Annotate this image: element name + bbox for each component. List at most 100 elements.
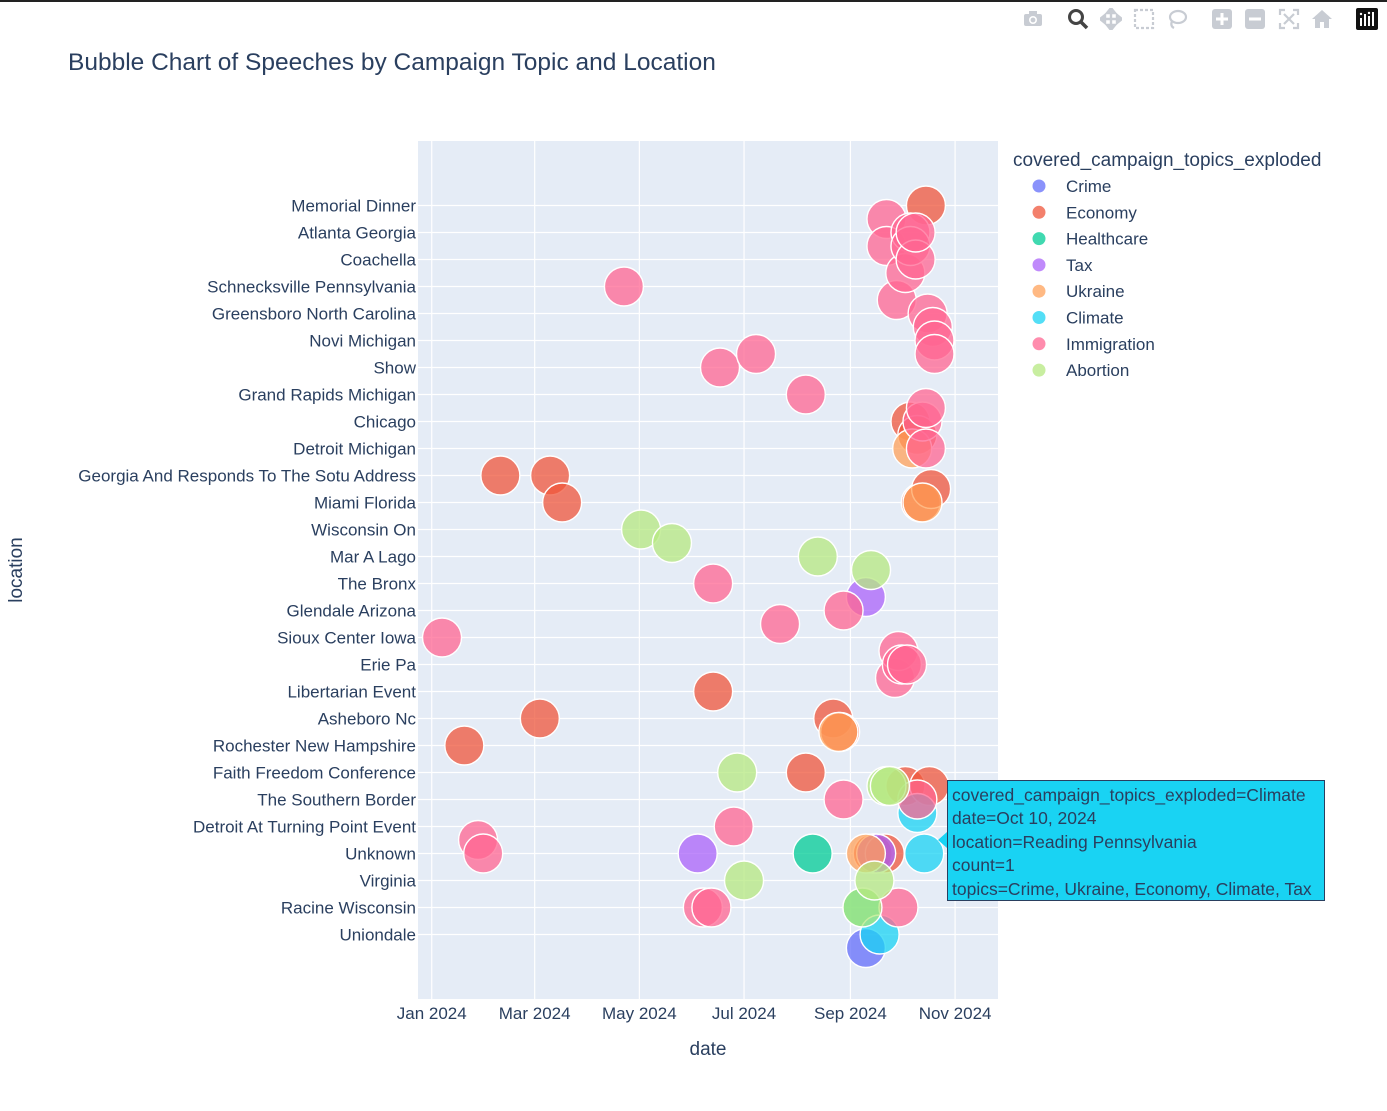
y-tick-label: Uniondale [339,926,416,945]
zoom-in-icon[interactable] [1209,6,1235,32]
camera-icon[interactable] [1020,6,1046,32]
bubble-immigration[interactable] [713,806,754,847]
y-tick-label: The Southern Border [257,791,416,810]
y-tick-label: Memorial Dinner [291,197,416,216]
legend-label: Abortion [1066,361,1129,380]
y-tick-label: Detroit At Turning Point Event [193,818,416,837]
zoom-out-icon[interactable] [1242,6,1268,32]
legend-item-climate[interactable]: Climate [1032,309,1124,328]
legend-item-immigration[interactable]: Immigration [1032,335,1155,354]
legend-item-tax[interactable]: Tax [1032,256,1093,275]
legend-label: Ukraine [1066,282,1125,301]
y-tick-label: Greensboro North Carolina [212,305,417,324]
bubble-economy[interactable] [444,725,485,766]
bubble-immigration[interactable] [895,212,936,253]
bubble-abortion[interactable] [797,536,839,577]
y-tick-label: Show [373,359,416,378]
bubble-abortion[interactable] [723,860,765,901]
bubble-immigration[interactable] [692,563,734,604]
bubble-economy[interactable] [480,455,521,496]
lasso-select-icon[interactable] [1164,6,1190,32]
tooltip-arrow [938,832,947,848]
y-tick-label: Coachella [340,251,416,270]
x-tick-label: Nov 2024 [919,1004,992,1023]
bubble-immigration[interactable] [691,887,732,928]
y-tick-label: The Bronx [338,575,417,594]
legend-item-crime[interactable]: Crime [1032,177,1112,196]
legend-marker [1032,337,1046,351]
legend-item-healthcare[interactable]: Healthcare [1032,230,1149,249]
box-select-icon[interactable] [1131,6,1157,32]
x-tick-label: Mar 2024 [499,1004,571,1023]
legend-label: Tax [1066,256,1093,275]
bubble-economy[interactable] [541,482,583,523]
legend-label: Healthcare [1066,230,1148,249]
y-tick-label: Rochester New Hampshire [213,737,416,756]
bubble-layer [421,185,955,969]
bubble-ukraine[interactable] [902,482,943,523]
x-axis-title: date [690,1039,727,1060]
bubble-abortion[interactable] [716,752,758,793]
tooltip-topics: topics=Crime, Ukraine, Economy, Climate,… [952,878,1312,899]
y-tick-labels: Memorial Dinner Atlanta Georgia Coachella S… [78,197,416,945]
bubble-immigration[interactable] [823,590,864,631]
bubble-economy[interactable] [519,698,561,739]
bubble-abortion[interactable] [854,860,895,901]
bubble-immigration[interactable] [905,428,947,469]
legend-marker [1032,363,1046,377]
bubble-healthcare[interactable] [792,833,833,874]
y-tick-label: Mar A Lago [330,548,416,567]
bubble-economy[interactable] [785,752,827,793]
bubble-abortion[interactable] [850,549,892,591]
pan-icon[interactable] [1098,6,1124,32]
bubble-economy[interactable] [692,671,734,712]
y-tick-label: Atlanta Georgia [298,224,417,243]
legend-item-abortion[interactable]: Abortion [1032,361,1130,380]
legend-item-ukraine[interactable]: Ukraine [1032,282,1125,301]
y-axis-title: location [6,537,27,603]
legend-marker [1032,311,1046,324]
tooltip-topic: covered_campaign_topics_exploded=Climate [952,785,1306,805]
bubble-abortion[interactable] [869,765,911,807]
plotly-logo-icon[interactable] [1354,6,1380,32]
bubble-immigration[interactable] [603,266,645,307]
bubble-tax[interactable] [677,833,718,874]
chart-title: Bubble Chart of Speeches by Campaign Top… [68,49,716,76]
y-tick-label: Faith Freedom Conference [213,764,416,783]
bubble-immigration[interactable] [463,833,504,874]
tooltip-count: count=1 [952,855,1015,876]
legend-marker [1032,205,1046,219]
y-tick-label: Virginia [360,872,417,891]
tooltip-date: date=Oct 10, 2024 [952,808,1097,829]
y-tick-label: Detroit Michigan [293,440,416,459]
autoscale-icon[interactable] [1276,6,1302,32]
x-tick-label: Sep 2024 [814,1004,887,1023]
y-tick-label: Glendale Arizona [287,602,417,621]
y-tick-label: Libertarian Event [287,683,416,702]
legend-marker [1032,232,1046,246]
x-tick-labels: Jan 2024 Mar 2024 May 2024 Jul 2024 Sep 2024… [397,1004,992,1023]
bubble-ukraine[interactable] [818,711,859,753]
reset-axes-icon[interactable] [1309,6,1335,32]
legend-item-economy[interactable]: Economy [1032,203,1138,222]
bubble-immigration[interactable] [823,779,864,820]
bubble-immigration[interactable] [886,644,928,685]
bubble-immigration[interactable] [735,333,777,375]
bubble-immigration[interactable] [699,347,741,388]
bubble-immigration[interactable] [785,374,827,415]
zoom-icon[interactable] [1065,6,1091,32]
bubble-immigration[interactable] [759,603,801,645]
legend-label: Economy [1066,203,1137,222]
x-tick-label: Jul 2024 [712,1004,776,1023]
y-tick-label: Wisconsin On [311,521,416,540]
y-tick-label: Erie Pa [360,656,416,675]
bubble-immigration[interactable] [421,617,463,658]
bubble-abortion[interactable] [651,522,693,564]
bubble-immigration[interactable] [905,387,947,429]
y-tick-label: Chicago [354,413,416,432]
bubble-immigration[interactable] [914,333,955,375]
y-tick-label: Grand Rapids Michigan [238,386,416,405]
bubble-climate[interactable] [904,833,945,874]
y-tick-label: Racine Wisconsin [281,899,416,918]
